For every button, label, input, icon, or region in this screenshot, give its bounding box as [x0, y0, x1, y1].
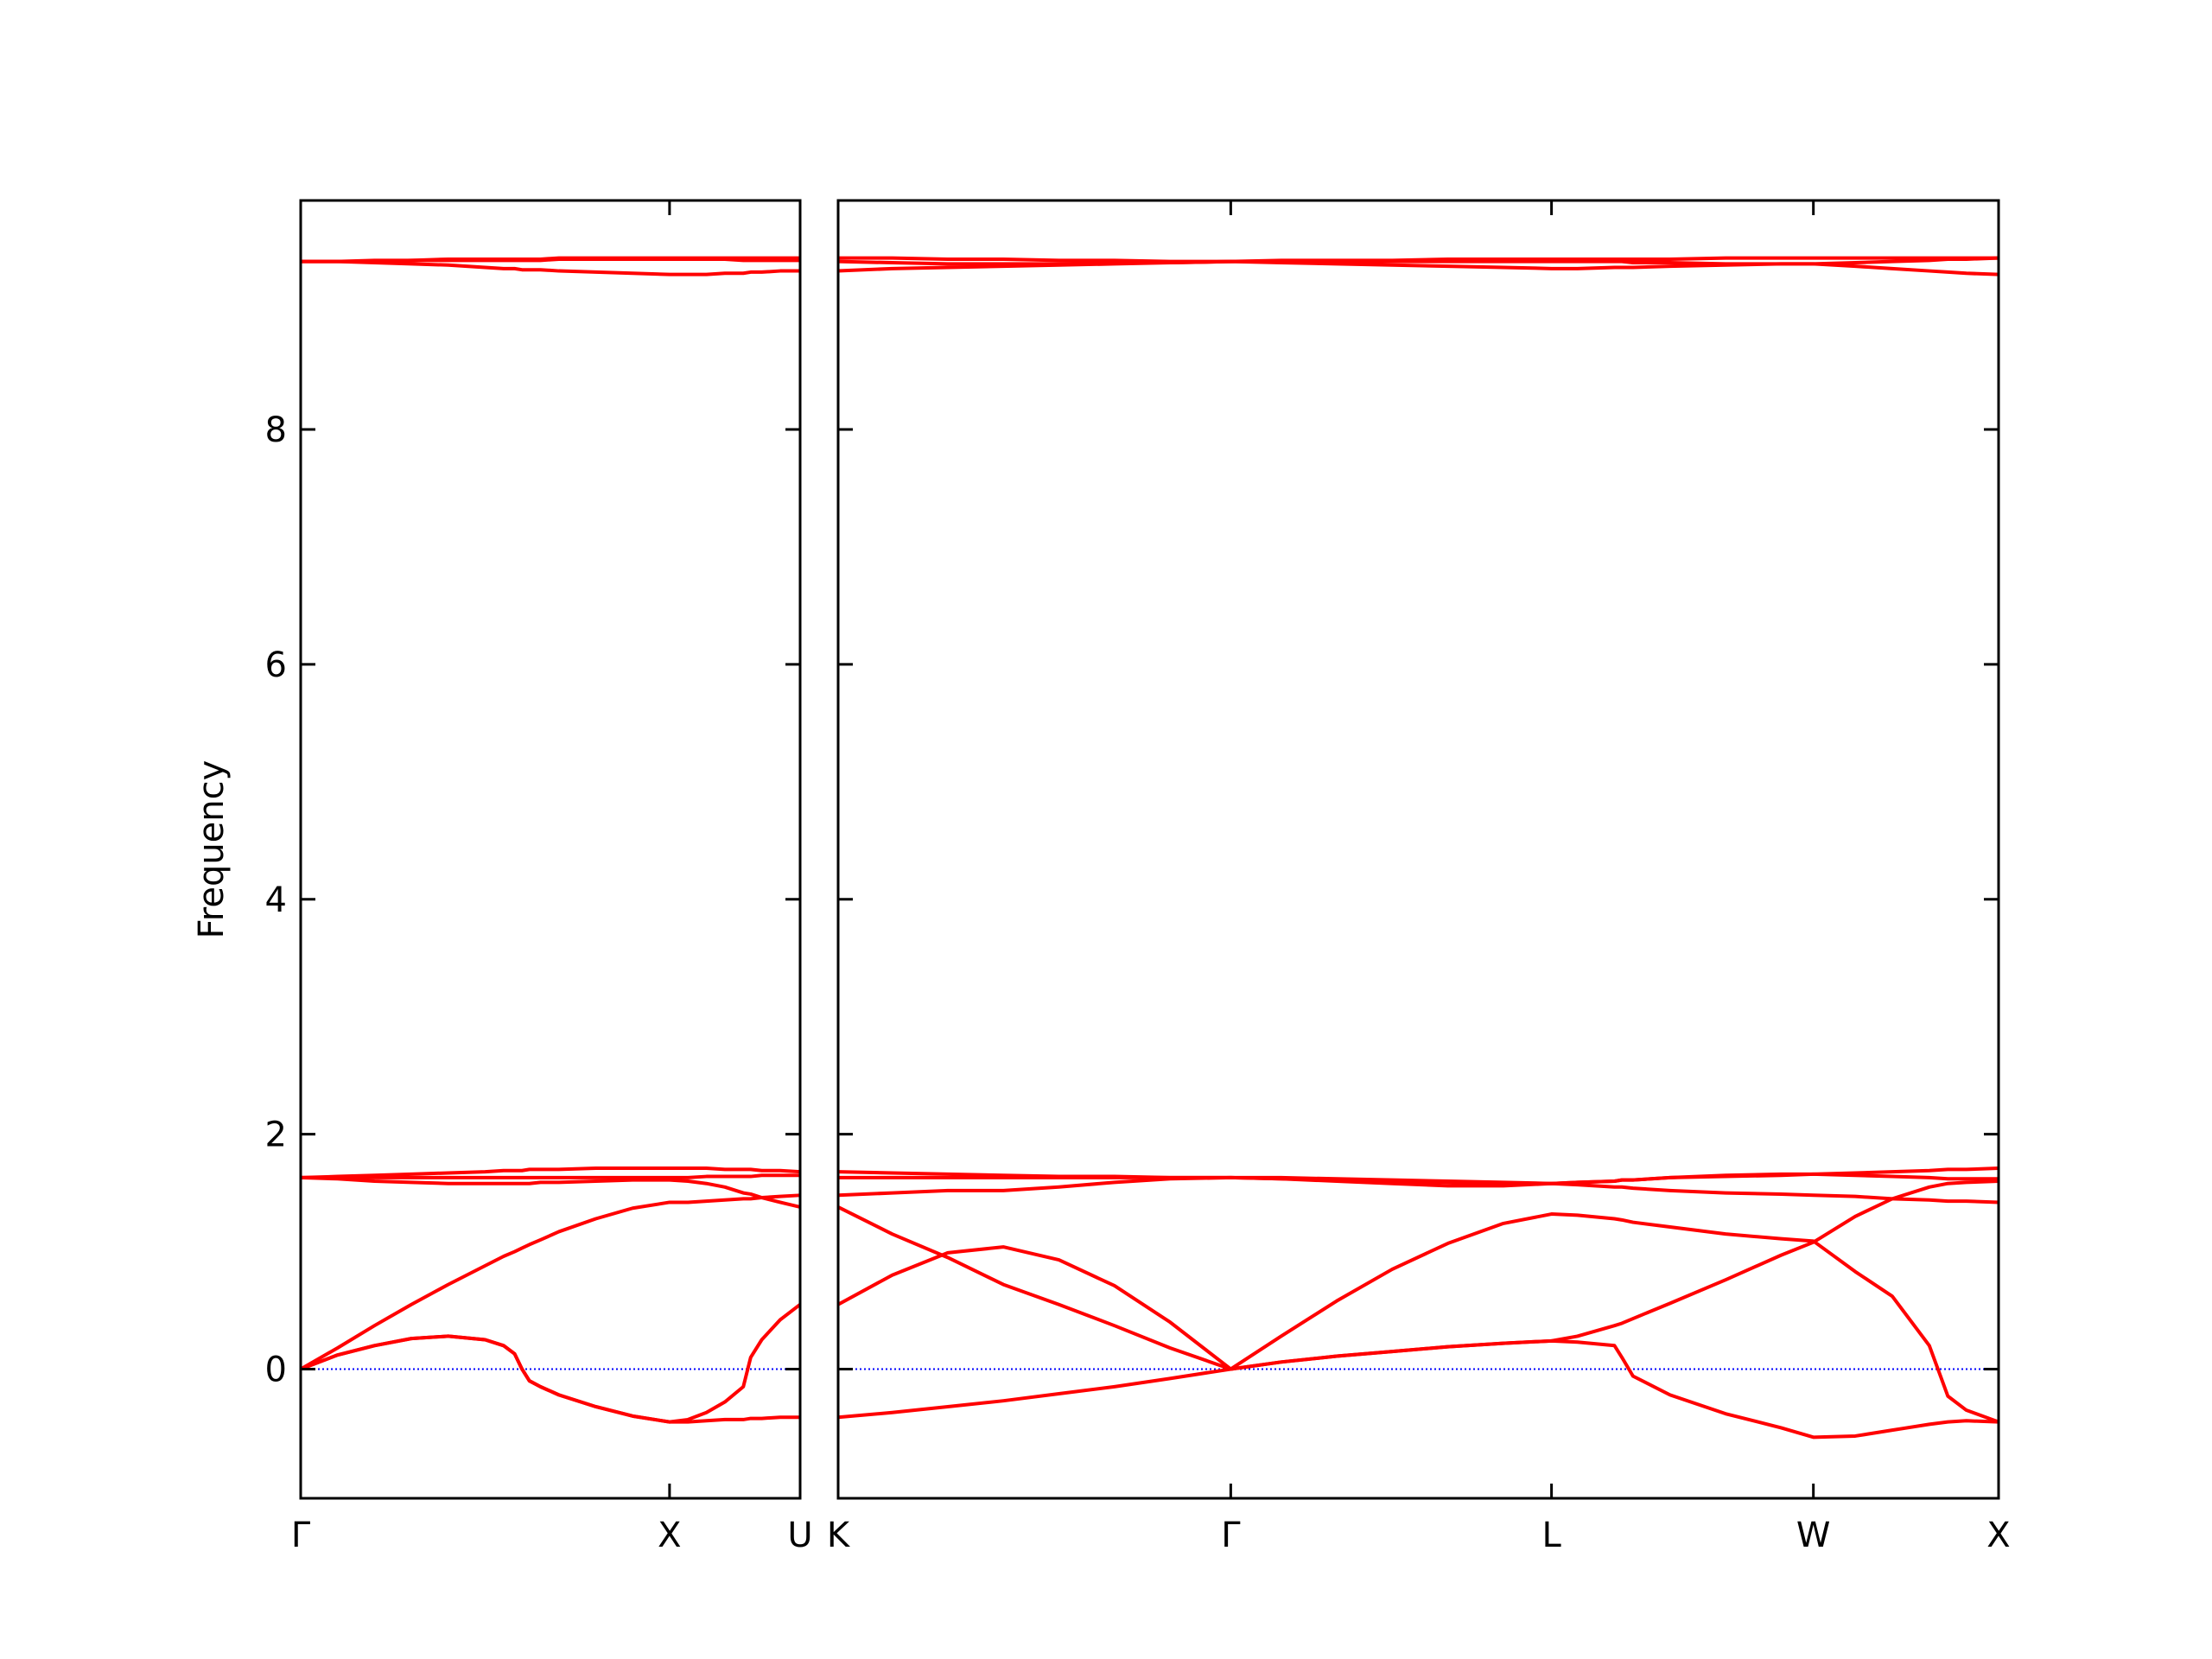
x-tick-label: Γ — [291, 1516, 311, 1555]
band-line — [837, 1166, 1999, 1185]
y-tick-label: 4 — [265, 880, 287, 920]
band-line — [301, 259, 800, 276]
y-axis-label: Frequency — [192, 760, 232, 939]
y-tick-label: 6 — [265, 645, 287, 685]
x-tick-label: X — [658, 1516, 681, 1555]
x-tick-label: Γ — [1221, 1516, 1241, 1555]
axes-frame — [836, 199, 2000, 1500]
band-line — [301, 256, 800, 264]
axes-frame — [299, 199, 802, 1500]
band-line — [837, 1338, 1999, 1440]
band-line — [838, 256, 1999, 264]
band-line — [837, 256, 1999, 266]
band-line — [300, 1193, 801, 1371]
band-line — [300, 1175, 801, 1209]
y-tick-label: 2 — [265, 1116, 287, 1155]
band-line — [300, 1166, 801, 1179]
band-line — [300, 1303, 802, 1424]
x-tick-label: L — [1541, 1516, 1561, 1555]
band-line — [300, 1334, 800, 1424]
band-line — [837, 1205, 1999, 1424]
y-tick-label: 8 — [265, 410, 287, 450]
x-tick-label: X — [1986, 1516, 2010, 1555]
band-line — [301, 1173, 800, 1179]
x-tick-label: U — [787, 1516, 812, 1555]
y-tick-label: 0 — [265, 1350, 287, 1389]
x-tick-label: W — [1796, 1516, 1831, 1555]
x-tick-label: K — [827, 1516, 851, 1555]
band-line — [837, 1179, 1999, 1371]
